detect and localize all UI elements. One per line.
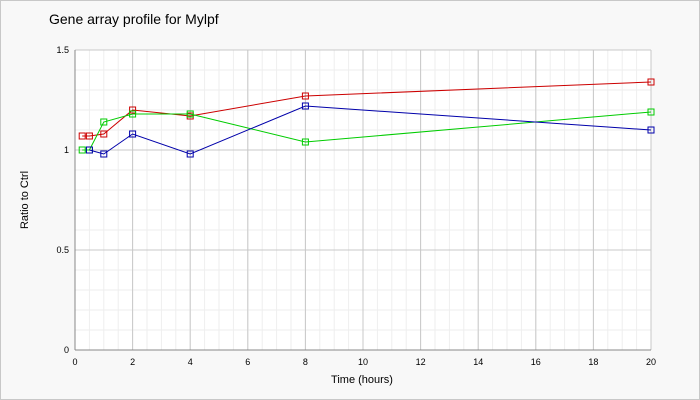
series-point-1 xyxy=(78,146,86,154)
x-tick-label: 6 xyxy=(245,357,250,367)
x-tick-label: 18 xyxy=(588,357,598,367)
x-tick-label: 10 xyxy=(358,357,368,367)
x-tick-label: 4 xyxy=(188,357,193,367)
series-point-2 xyxy=(647,126,655,134)
series-point-0 xyxy=(129,106,137,114)
x-tick-label: 0 xyxy=(72,357,77,367)
x-tick-label: 12 xyxy=(416,357,426,367)
y-tick-label: 1.5 xyxy=(56,45,69,55)
x-tick-label: 16 xyxy=(531,357,541,367)
x-tick-label: 20 xyxy=(646,357,656,367)
series-point-2 xyxy=(100,150,108,158)
y-tick-label: 0 xyxy=(64,345,69,355)
x-tick-label: 14 xyxy=(473,357,483,367)
series-point-1 xyxy=(186,110,194,118)
x-axis-label: Time (hours) xyxy=(331,374,393,386)
chart-title: Gene array profile for Mylpf xyxy=(49,11,219,27)
series-point-2 xyxy=(186,150,194,158)
series-point-1 xyxy=(647,108,655,116)
series-point-0 xyxy=(85,132,93,140)
series-point-1 xyxy=(100,118,108,126)
series-point-0 xyxy=(647,78,655,86)
series-point-0 xyxy=(78,132,86,140)
y-tick-label: 1 xyxy=(64,145,69,155)
series-point-2 xyxy=(85,146,93,154)
y-tick-label: 0.5 xyxy=(56,245,69,255)
series-point-2 xyxy=(129,130,137,138)
series-line-0 xyxy=(82,81,652,137)
series-point-1 xyxy=(301,138,309,146)
series-line-2 xyxy=(89,105,652,155)
series-point-0 xyxy=(100,130,108,138)
series-point-2 xyxy=(301,102,309,110)
x-tick-label: 2 xyxy=(130,357,135,367)
x-tick-label: 8 xyxy=(303,357,308,367)
series-point-1 xyxy=(129,110,137,118)
series-point-0 xyxy=(301,92,309,100)
